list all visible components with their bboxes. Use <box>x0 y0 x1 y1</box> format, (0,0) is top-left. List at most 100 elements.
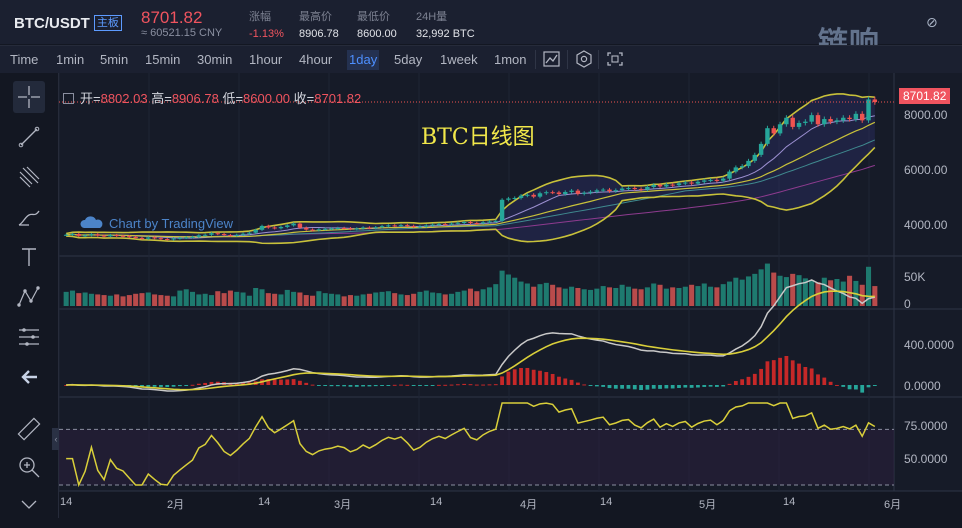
volume-bar <box>379 291 385 306</box>
timeframe-1hour[interactable]: 1hour <box>249 52 283 67</box>
macd-histogram-bar <box>601 385 606 387</box>
candle-body <box>127 236 132 238</box>
date-axis-label: 5月 <box>699 499 717 511</box>
fullscreen-icon[interactable] <box>605 50 625 68</box>
volume-bar <box>625 286 631 306</box>
timeframe-toolbar: Time 1min 5min 15min 30min 1hour 4hour 1… <box>0 45 962 74</box>
crosshair-tool[interactable] <box>13 81 45 113</box>
macd-histogram-bar <box>822 377 827 385</box>
macd-histogram-bar <box>285 379 290 385</box>
ruler-icon <box>17 417 41 441</box>
candle-body <box>638 189 644 191</box>
candle-body <box>120 235 126 237</box>
volume-bar <box>727 281 733 306</box>
macd-histogram-bar <box>715 385 719 387</box>
candle-body <box>518 195 524 198</box>
macd-histogram-bar <box>481 384 486 386</box>
toolbar-divider <box>535 50 536 69</box>
tradingview-watermark[interactable]: Chart by TradingView <box>79 216 233 231</box>
macd-histogram-bar <box>544 372 549 385</box>
volume-bar <box>777 275 783 306</box>
macd-histogram-bar <box>241 382 245 385</box>
macd-histogram-bar <box>765 361 770 385</box>
candle-body <box>152 237 157 239</box>
candle-body <box>95 234 100 236</box>
timeframe-5min[interactable]: 5min <box>100 52 129 67</box>
timeframe-1day[interactable]: 1day <box>347 50 380 70</box>
volume-bar <box>834 279 840 306</box>
pattern-tool[interactable] <box>13 281 45 313</box>
brush-tool[interactable] <box>13 201 45 233</box>
candle-body <box>689 182 694 184</box>
macd-histogram-bar <box>462 383 467 385</box>
chart-style-icon[interactable] <box>542 50 562 68</box>
macd-histogram-bar <box>512 369 517 385</box>
macd-histogram-bar <box>816 374 820 385</box>
macd-histogram-bar <box>405 384 410 386</box>
timeframe-4hour[interactable]: 4hour <box>299 52 333 67</box>
timeframe-1week[interactable]: 1week <box>440 52 478 67</box>
pair-symbol[interactable]: BTC/USDT 主板 <box>14 15 122 32</box>
date-axis-label: 14 <box>430 496 443 508</box>
open-value: 8802.03 <box>100 91 148 106</box>
settings-icon[interactable] <box>574 50 594 68</box>
trend-line-tool[interactable] <box>13 121 45 153</box>
back-arrow-tool[interactable] <box>13 361 45 393</box>
volume-bar <box>783 277 789 306</box>
candle-body <box>449 223 454 225</box>
candle-body <box>632 188 637 190</box>
macd-histogram-bar <box>64 385 69 386</box>
volume-bar <box>392 293 398 306</box>
macd-histogram-bar <box>392 384 397 386</box>
toolbar-divider <box>567 50 568 69</box>
fib-tool[interactable] <box>13 161 45 193</box>
macd-histogram-bar <box>790 360 795 385</box>
legend-toggle-icon[interactable] <box>63 93 74 104</box>
text-tool[interactable] <box>13 241 45 273</box>
volume-bar <box>284 289 290 306</box>
ohlc-legend: 开=8802.03 高=8906.78 低=8600.00 收=8701.82 <box>63 88 361 107</box>
volume-bar <box>531 286 537 306</box>
measure-levels-tool[interactable] <box>13 321 45 353</box>
volume-bar <box>682 286 688 306</box>
candle-body <box>702 180 707 182</box>
volume-bar <box>63 291 69 306</box>
volume-bar <box>809 280 815 306</box>
ruler-tool[interactable] <box>13 413 45 445</box>
timeframe-1min[interactable]: 1min <box>56 52 85 67</box>
macd-axis-label: 0.0000 <box>904 379 941 393</box>
timeframe-5day[interactable]: 5day <box>394 52 423 67</box>
timeframe-30min[interactable]: 30min <box>197 52 233 67</box>
candle-body <box>809 115 814 122</box>
macd-histogram-bar <box>872 385 877 386</box>
macd-histogram-bar <box>474 384 479 386</box>
candle-body <box>278 226 284 229</box>
timeframe-15min[interactable]: 15min <box>145 52 181 67</box>
pair-name: BTC/USDT <box>14 15 90 32</box>
zoom-tool[interactable] <box>13 451 45 483</box>
volume-bar <box>88 293 94 306</box>
candle-body <box>234 234 239 236</box>
candle-body <box>758 143 764 155</box>
candle-body <box>335 228 341 230</box>
collapse-icon <box>21 500 37 509</box>
volume-bar <box>76 293 82 306</box>
macd-histogram-bar <box>721 385 726 387</box>
candle-body <box>771 128 776 134</box>
macd-histogram-bar <box>165 385 170 388</box>
timeframe-time[interactable]: Time <box>10 52 39 67</box>
macd-histogram-bar <box>152 385 157 387</box>
candle-body <box>430 224 435 226</box>
macd-histogram-bar <box>784 355 789 385</box>
candle-body <box>619 188 625 191</box>
candle-body <box>777 124 783 134</box>
panel-toggle-button[interactable]: ‹ <box>52 428 60 450</box>
volume-bar <box>120 296 126 306</box>
chart-area[interactable]: 开=8802.03 高=8906.78 低=8600.00 收=8701.82 … <box>59 73 962 518</box>
collapse-tool[interactable] <box>13 491 45 523</box>
macd-histogram-bar <box>708 385 713 387</box>
candle-body <box>70 234 75 236</box>
timeframe-1mon[interactable]: 1mon <box>494 52 527 67</box>
candle-body <box>721 178 726 181</box>
candle-body <box>285 225 290 227</box>
